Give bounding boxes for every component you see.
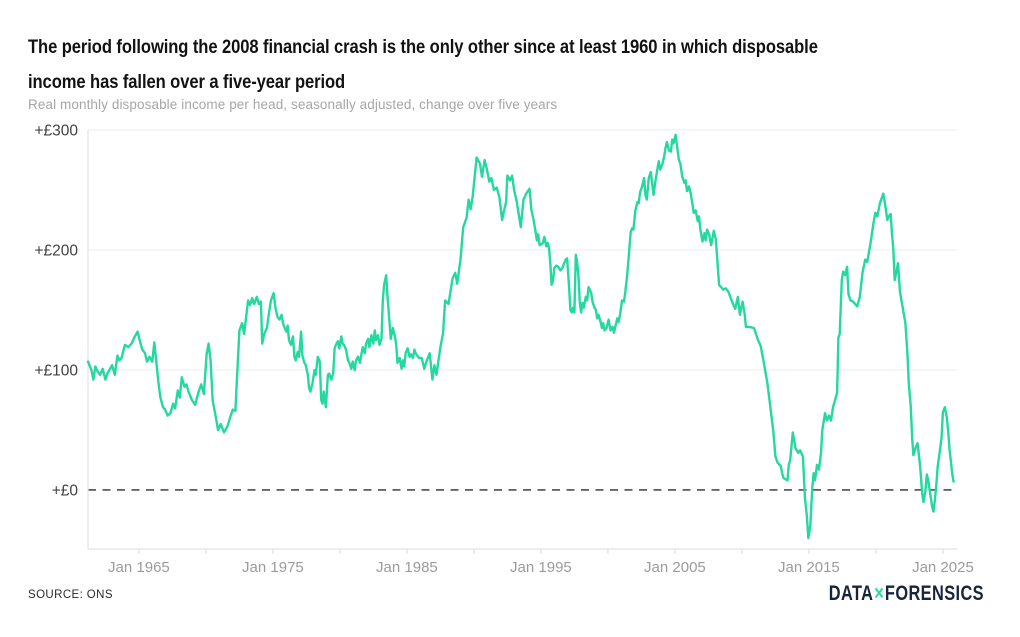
page-title: The period following the 2008 financial …	[28, 30, 957, 100]
y-axis-tick-label: +£200	[34, 243, 78, 260]
data-line-disposable-income	[86, 133, 955, 540]
source-note: SOURCE: ONS	[28, 589, 113, 601]
logo-text-forensics: FORENSICS	[884, 582, 984, 605]
x-axis-tick-label: Jan 2005	[644, 559, 706, 576]
chart-subtitle: Real monthly disposable income per head,…	[28, 97, 558, 112]
x-axis-tick-label: Jan 1985	[376, 559, 438, 576]
logo-x-mark-icon: ×	[874, 582, 885, 605]
logo-text-data: DATA	[828, 582, 874, 605]
y-axis-tick-label: +£300	[34, 123, 78, 140]
y-axis-tick-label: +£100	[34, 362, 78, 379]
x-axis-tick-label: Jan 1995	[510, 559, 572, 576]
brand-logo: DATA×FORENSICS	[829, 582, 984, 606]
x-axis-tick-label: Jan 1975	[242, 559, 304, 576]
x-axis-tick-label: Jan 2025	[912, 559, 974, 576]
title-line-2: income has fallen over a five-year perio…	[28, 71, 346, 93]
y-axis-tick-label: +£0	[52, 482, 79, 499]
x-axis-tick-label: Jan 1965	[108, 559, 170, 576]
x-axis-tick-label: Jan 2015	[778, 559, 840, 576]
title-line-1: The period following the 2008 financial …	[28, 36, 818, 58]
